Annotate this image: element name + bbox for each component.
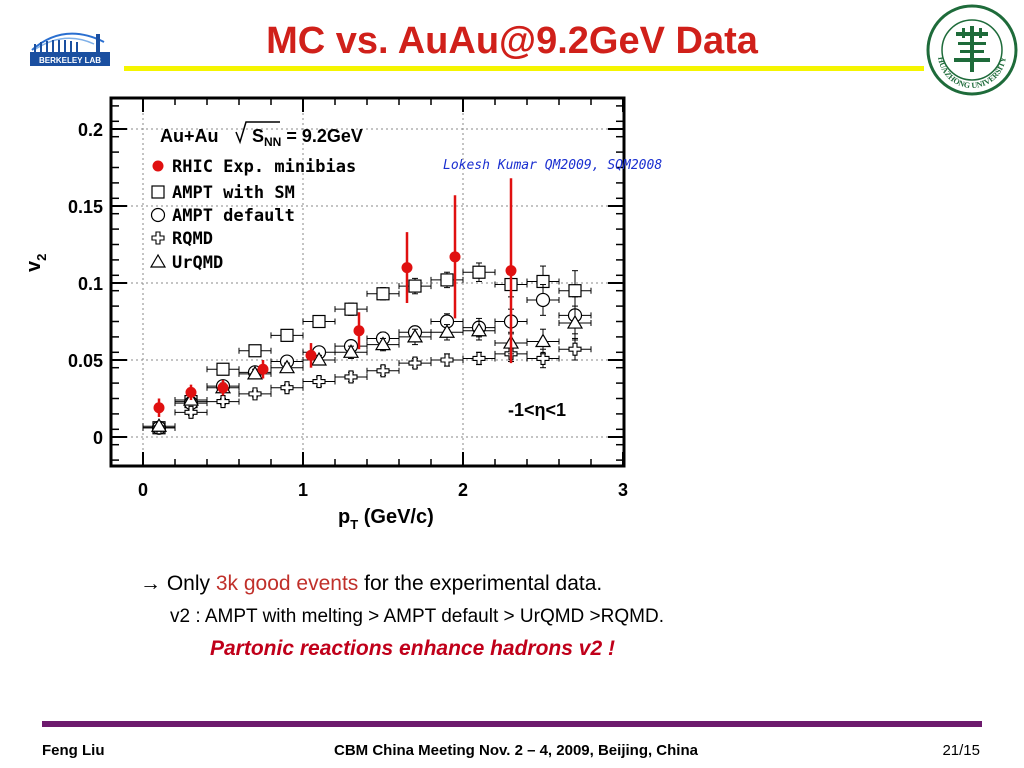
- data-point: [374, 336, 392, 351]
- data-point: [534, 333, 552, 348]
- legend-label: UrQMD: [172, 253, 223, 273]
- bullet-line-3: Partonic reactions enhance hadrons v2 !: [210, 637, 615, 660]
- data-point: [342, 344, 360, 358]
- x-tick-label: 3: [618, 480, 628, 500]
- data-point: [246, 365, 264, 380]
- series-urqmd: [142, 305, 592, 432]
- data-point: [344, 370, 358, 384]
- data-point: [376, 287, 390, 301]
- data-point: [376, 364, 390, 378]
- y-tick-label: 0: [93, 428, 103, 448]
- data-point: [438, 324, 456, 338]
- arrow-icon: →: [140, 572, 161, 595]
- data-point: [312, 375, 326, 389]
- legend-marker: [151, 231, 165, 245]
- berkeley-lab-logo: BERKELEY LAB: [30, 32, 110, 66]
- data-point: [472, 265, 486, 279]
- legend-label: AMPT with SM: [172, 183, 295, 203]
- data-point: [185, 386, 197, 398]
- data-point: [406, 328, 424, 343]
- data-point: [568, 284, 582, 298]
- huazhong-university-seal: HUAZHONG UNIVERSITY: [926, 4, 1018, 96]
- data-point: [449, 251, 461, 263]
- data-point: [305, 349, 317, 361]
- data-point: [280, 328, 294, 342]
- v2-vs-pt-chart: 0 1 2 3 0 0.05 0.1 0.15 0.2 Au+Au SNN = 9.2GeV L…: [23, 96, 662, 532]
- x-tick-label: 2: [458, 480, 468, 500]
- chart-title-sqrt: SNN = 9.2GeV: [252, 126, 363, 149]
- data-point: [344, 302, 358, 316]
- data-point: [568, 342, 582, 356]
- legend-marker: [150, 207, 166, 223]
- data-point: [536, 351, 550, 366]
- data-point: [310, 351, 328, 366]
- footer-page-number: 21/15: [942, 742, 980, 759]
- data-point: [440, 273, 454, 287]
- data-point: [216, 395, 230, 409]
- footer-author: Feng Liu: [42, 742, 105, 759]
- data-point: [353, 325, 365, 337]
- y-axis-label: v2: [23, 254, 49, 272]
- tick-labels: 0 1 2 3 0 0.05 0.1 0.15 0.2: [68, 120, 628, 500]
- bullet-line-2: v2 : AMPT with melting > AMPT default > …: [170, 606, 664, 627]
- data-point: [153, 402, 165, 414]
- legend-marker: [152, 160, 164, 172]
- chart-title-text: Au+Au: [160, 126, 219, 146]
- footer-event: CBM China Meeting Nov. 2 – 4, 2009, Beij…: [334, 742, 698, 759]
- data-point: [248, 387, 262, 401]
- berkeley-lab-logo-text: BERKELEY LAB: [39, 56, 101, 65]
- data-point: [257, 363, 269, 375]
- highlight-text: 3k good events: [215, 572, 359, 595]
- data-point: [408, 356, 422, 370]
- x-axis-label: pT (GeV/c): [338, 506, 434, 532]
- data-point: [472, 351, 486, 366]
- data-point: [566, 314, 584, 329]
- data-point: [470, 322, 488, 337]
- legend-marker: [149, 253, 167, 268]
- data-point: [150, 418, 168, 432]
- data-point: [184, 405, 198, 419]
- footer-rule: [42, 721, 982, 727]
- legend-label: AMPT default: [172, 206, 295, 226]
- data-point: [216, 362, 230, 376]
- x-tick-label: 0: [138, 480, 148, 500]
- data-point: [217, 382, 229, 394]
- axis-ticks: [110, 98, 624, 466]
- legend-marker: [151, 185, 165, 199]
- legend: RHIC Exp. minibias AMPT with SM AMPT defau…: [149, 157, 356, 273]
- y-tick-label: 0.2: [78, 120, 103, 140]
- data-point: [280, 381, 294, 395]
- y-tick-label: 0.05: [68, 351, 103, 371]
- data-point: [535, 292, 551, 308]
- series-rqmd: [142, 337, 592, 435]
- data-point: [312, 314, 326, 329]
- x-tick-label: 1: [298, 480, 308, 500]
- bullet-line-1: → Only 3k good events for the experiment…: [140, 572, 603, 595]
- slide-title: MC vs. AuAu@9.2GeV Data: [266, 20, 758, 62]
- title-underline: [124, 66, 924, 71]
- sqrt-symbol: [235, 121, 280, 145]
- legend-label: RHIC Exp. minibias: [172, 157, 356, 177]
- eta-cut-label: -1<η<1: [508, 400, 566, 420]
- data-point: [408, 279, 422, 293]
- citation-text: Lokesh Kumar QM2009, SQM2008: [443, 158, 662, 173]
- data-point: [248, 344, 262, 358]
- data-series: [142, 178, 592, 435]
- data-point: [278, 359, 296, 374]
- data-point: [401, 262, 413, 274]
- series-rhic-exp-minibias: [153, 178, 517, 417]
- y-tick-label: 0.15: [68, 197, 103, 217]
- data-point: [440, 353, 454, 367]
- chart-grid: [111, 98, 624, 466]
- data-point: [505, 265, 517, 277]
- legend-label: RQMD: [172, 229, 213, 249]
- y-tick-label: 0.1: [78, 274, 103, 294]
